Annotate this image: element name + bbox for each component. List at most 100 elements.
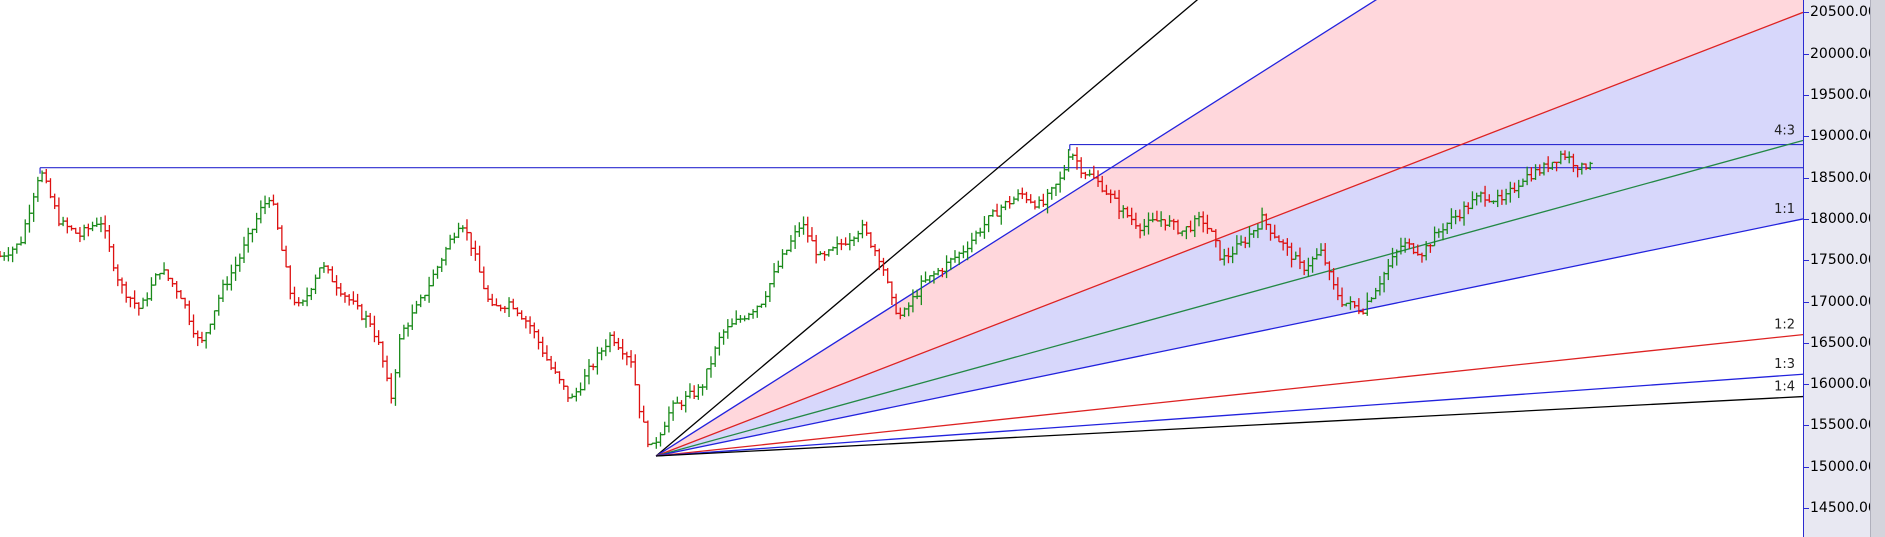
fan-labels-layer: 4:3 1:1 1:2 1:3 1:4 bbox=[1774, 123, 1795, 394]
price-bar bbox=[397, 333, 403, 378]
price-bar bbox=[304, 287, 310, 307]
price-tick-label: 18000.00 bbox=[1810, 210, 1877, 227]
price-bar bbox=[981, 216, 987, 239]
price-bar bbox=[535, 329, 541, 350]
price-tick-label: 19500.00 bbox=[1810, 87, 1877, 103]
price-bar bbox=[952, 250, 958, 263]
price-bar bbox=[750, 309, 756, 319]
price-bar bbox=[603, 339, 609, 357]
price-bar bbox=[493, 298, 499, 307]
price-bar bbox=[409, 304, 415, 331]
price-bar bbox=[132, 290, 138, 309]
price-bar bbox=[1070, 153, 1076, 161]
price-bar bbox=[477, 245, 483, 273]
price-tick-mark bbox=[1804, 177, 1809, 179]
price-bar bbox=[212, 310, 218, 330]
price-bar bbox=[796, 222, 802, 237]
price-bar bbox=[510, 298, 516, 310]
fan-label-4-3: 4:3 bbox=[1774, 123, 1795, 138]
price-bar bbox=[111, 243, 117, 272]
price-bar bbox=[523, 315, 529, 329]
price-bar bbox=[468, 231, 474, 256]
price-axis[interactable]: 20500.00 20000.00 19500.00 19000.00 18500.00… bbox=[1803, 0, 1885, 537]
fan-line-steep-2 bbox=[655, 11, 1803, 457]
price-bar bbox=[355, 293, 361, 310]
price-bar bbox=[287, 265, 293, 300]
price-bar bbox=[620, 338, 626, 360]
price-bar bbox=[69, 225, 75, 231]
price-bar bbox=[317, 267, 323, 279]
price-tick-mark bbox=[1804, 425, 1809, 427]
price-tick-mark bbox=[1804, 260, 1809, 262]
price-bar bbox=[90, 221, 96, 232]
price-tick-mark bbox=[1804, 53, 1809, 55]
price-bar bbox=[300, 299, 306, 306]
price-plot-area[interactable]: 4:3 1:1 1:2 1:3 1:4 bbox=[0, 0, 1803, 537]
price-bar bbox=[923, 271, 929, 283]
price-tick-mark bbox=[1804, 508, 1809, 510]
price-bar bbox=[788, 235, 794, 253]
price-bar bbox=[245, 227, 251, 253]
price-bar bbox=[885, 267, 891, 284]
price-bar bbox=[1087, 169, 1093, 177]
price-bar bbox=[712, 346, 718, 367]
price-bar bbox=[729, 318, 735, 328]
price-bar bbox=[708, 356, 714, 378]
price-bar bbox=[632, 354, 638, 386]
fan-label-1-2: 1:2 bbox=[1774, 318, 1795, 333]
fan-line-steep-0 bbox=[655, 0, 1199, 457]
price-bar bbox=[148, 277, 154, 301]
price-bar bbox=[725, 319, 731, 339]
price-bar bbox=[85, 223, 91, 237]
price-bar bbox=[254, 212, 260, 233]
price-bar bbox=[624, 351, 630, 366]
price-bar bbox=[249, 228, 255, 243]
price-bar bbox=[220, 279, 226, 303]
price-bar bbox=[363, 310, 369, 328]
price-bar bbox=[5, 247, 11, 262]
price-bar bbox=[207, 323, 213, 335]
price-tick-mark bbox=[1804, 218, 1809, 220]
price-bar bbox=[165, 269, 171, 282]
price-bar bbox=[859, 219, 865, 239]
price-tick-label: 17000.00 bbox=[1810, 293, 1877, 310]
price-bar bbox=[392, 369, 398, 406]
price-bar bbox=[418, 294, 424, 308]
price-bar bbox=[594, 346, 600, 375]
price-bar bbox=[350, 291, 356, 305]
price-bar bbox=[161, 262, 167, 275]
horizontal-lines-layer bbox=[39, 143, 1803, 174]
price-bar bbox=[94, 217, 100, 227]
price-bar bbox=[733, 310, 739, 325]
price-tick-label: 17500.00 bbox=[1810, 252, 1877, 269]
price-bar bbox=[237, 253, 243, 272]
price-bar bbox=[662, 421, 668, 436]
price-tick-label: 14500.00 bbox=[1810, 500, 1877, 517]
price-bar bbox=[464, 219, 470, 241]
price-bar bbox=[443, 246, 449, 266]
fan-fill-layer bbox=[656, 0, 1803, 457]
fan-line-steep-1 bbox=[655, 0, 1377, 457]
price-bar bbox=[801, 216, 807, 235]
price-bar bbox=[763, 291, 769, 308]
price-bar bbox=[384, 355, 390, 382]
price-bar bbox=[228, 264, 234, 291]
price-bar bbox=[506, 297, 512, 317]
price-bar bbox=[1074, 147, 1080, 170]
price-bar bbox=[935, 267, 941, 276]
price-bar bbox=[767, 282, 773, 302]
price-bar bbox=[889, 281, 895, 306]
price-bar bbox=[1011, 196, 1017, 205]
axis-scroll-strip[interactable] bbox=[1870, 0, 1885, 537]
price-bar bbox=[754, 305, 760, 318]
price-bar bbox=[636, 384, 642, 419]
price-bar bbox=[367, 312, 373, 328]
price-bar bbox=[413, 300, 419, 314]
price-bar bbox=[544, 345, 550, 361]
price-bar bbox=[203, 332, 209, 349]
price-bar bbox=[1066, 149, 1072, 172]
price-tick-label: 15000.00 bbox=[1810, 458, 1877, 475]
price-tick-label: 18500.00 bbox=[1810, 169, 1877, 186]
price-bar bbox=[986, 215, 992, 233]
